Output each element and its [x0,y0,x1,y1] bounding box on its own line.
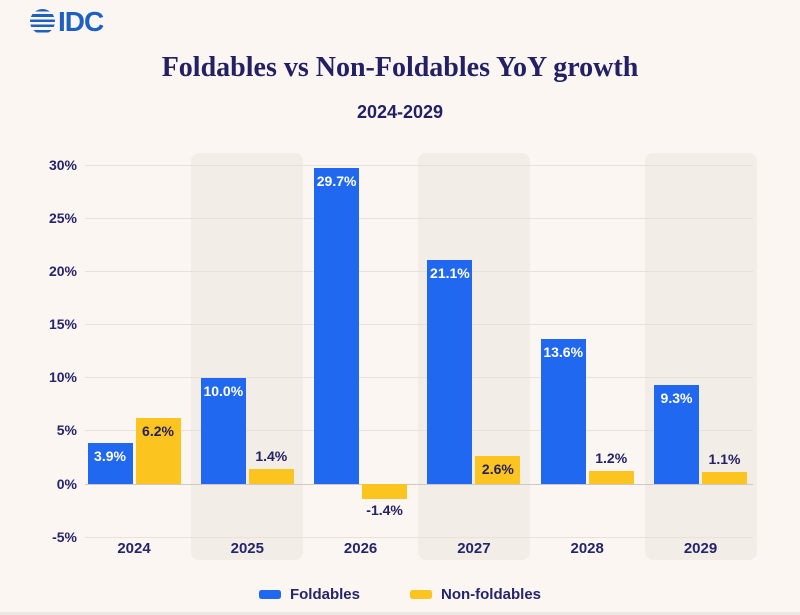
legend-item-non-foldables: Non-foldables [410,586,541,603]
bar-value-label: 13.6% [543,344,584,361]
column-band-2029 [644,153,757,560]
bar-foldables-2025 [200,377,246,484]
idc-logo: IDC [30,6,104,37]
bar-value-label: 1.4% [255,448,288,465]
y-axis-tick-10%: 10% [48,369,77,386]
bar-non-foldables-2024 [135,418,181,484]
legend-swatch-foldables [258,590,281,599]
gridline--5% [85,536,753,538]
bar-value-label: 6.2% [142,423,174,440]
x-axis-label-2026: 2026 [343,540,378,557]
bar-value-label: 9.3% [660,390,693,407]
bar-value-label: 21.1% [430,264,470,281]
x-axis-label-2025: 2025 [230,540,264,557]
legend-swatch-non-foldables [410,590,432,599]
gridline-20% [85,270,753,272]
legend-label: Non-foldables [441,586,541,603]
gridline-10% [85,377,753,379]
y-axis-tick-5%: 5% [56,422,77,439]
bar-foldables-2027 [427,259,473,484]
gridline-30% [85,164,753,166]
chart-subtitle: 2024-2029 [356,102,444,122]
gridline-25% [85,217,753,219]
logo-text: IDC [58,6,104,37]
bar-value-label: 1.2% [595,450,628,467]
x-axis-label-2024: 2024 [117,540,151,557]
bar-non-foldables-2026 [362,484,408,499]
y-axis-tick-20%: 20% [48,262,77,279]
x-axis-label-2029: 2029 [683,540,718,557]
y-axis-tick-15%: 15% [48,316,77,332]
column-band-2025 [191,153,304,560]
bar-foldables-2026 [314,168,360,484]
x-axis-label-2027: 2027 [457,540,491,557]
gridline-0% [85,483,753,485]
bar-non-foldables-2028 [588,471,634,484]
globe-icon [30,9,55,34]
x-axis-label-2028: 2028 [570,540,604,557]
bar-foldables-2024 [87,442,133,484]
chart-legend: Foldables Non-foldables [0,586,800,603]
bar-value-label: 10.0% [203,382,244,399]
bar-value-label: -1.4% [366,501,403,518]
y-axis-tick-0%: 0% [56,475,77,492]
y-axis-tick--5%: -5% [52,528,77,545]
bar-value-label: 29.7% [316,173,357,190]
bar-foldables-2029 [654,385,699,484]
legend-label: Foldables [289,586,360,603]
bar-non-foldables-2029 [702,472,747,484]
gridline-5% [85,430,753,432]
chart-title: Foldables vs Non-Foldables YoY growth [161,52,639,83]
y-axis-tick-25%: 25% [48,209,77,226]
bar-foldables-2028 [540,339,586,484]
legend-item-foldables: Foldables [258,586,360,603]
bar-non-foldables-2025 [248,469,294,484]
gridline-15% [85,324,753,325]
bar-value-label: 1.1% [708,451,741,468]
y-axis-tick-30%: 30% [48,156,77,173]
bar-value-label: 2.6% [481,461,514,478]
bar-value-label: 3.9% [94,447,126,464]
bar-non-foldables-2027 [475,456,521,484]
